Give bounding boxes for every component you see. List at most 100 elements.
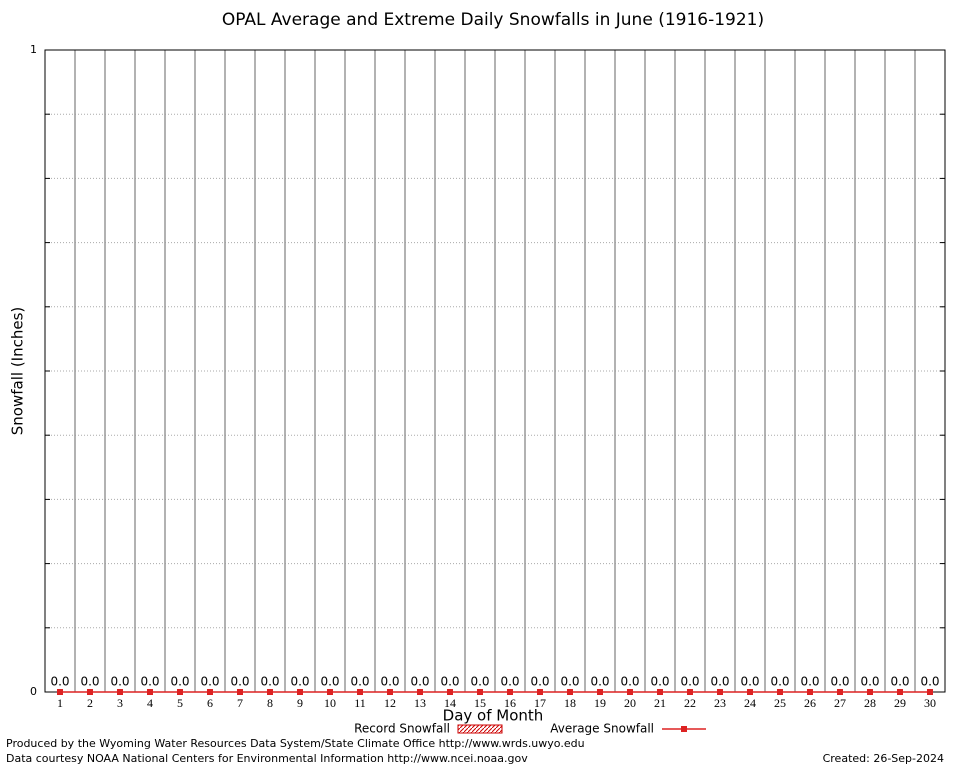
line-marker <box>297 689 303 695</box>
line-marker <box>657 689 663 695</box>
line-marker <box>537 689 543 695</box>
data-label: 0.0 <box>200 675 219 689</box>
x-tick-label: 18 <box>564 696 576 710</box>
x-tick-label: 24 <box>744 696 756 710</box>
x-tick-label: 27 <box>834 696 846 710</box>
data-label: 0.0 <box>110 675 129 689</box>
data-label: 0.0 <box>560 675 579 689</box>
data-label: 0.0 <box>50 675 69 689</box>
line-marker <box>87 689 93 695</box>
x-tick-label: 19 <box>594 696 606 710</box>
x-tick-label: 20 <box>624 696 636 710</box>
data-label: 0.0 <box>860 675 879 689</box>
legend-swatch <box>457 724 503 734</box>
data-label: 0.0 <box>890 675 909 689</box>
legend-label: Average Snowfall <box>550 722 654 736</box>
data-label: 0.0 <box>800 675 819 689</box>
footer-line: Produced by the Wyoming Water Resources … <box>6 737 585 750</box>
data-label: 0.0 <box>650 675 669 689</box>
y-tick-label: 1 <box>30 43 37 56</box>
x-tick-label: 2 <box>87 696 93 710</box>
data-label: 0.0 <box>920 675 939 689</box>
line-marker <box>687 689 693 695</box>
x-tick-label: 6 <box>207 696 213 710</box>
data-label: 0.0 <box>80 675 99 689</box>
x-tick-label: 4 <box>147 696 153 710</box>
data-label: 0.0 <box>410 675 429 689</box>
line-marker <box>357 689 363 695</box>
data-label: 0.0 <box>140 675 159 689</box>
legend-marker <box>681 726 687 732</box>
line-marker <box>117 689 123 695</box>
x-tick-label: 28 <box>864 696 876 710</box>
data-label: 0.0 <box>470 675 489 689</box>
line-marker <box>417 689 423 695</box>
line-marker <box>807 689 813 695</box>
line-marker <box>477 689 483 695</box>
data-label: 0.0 <box>500 675 519 689</box>
x-tick-label: 11 <box>354 696 366 710</box>
line-marker <box>747 689 753 695</box>
x-tick-label: 10 <box>324 696 336 710</box>
data-label: 0.0 <box>740 675 759 689</box>
line-marker <box>57 689 63 695</box>
data-label: 0.0 <box>710 675 729 689</box>
x-tick-label: 15 <box>474 696 486 710</box>
x-tick-label: 9 <box>297 696 303 710</box>
line-marker <box>507 689 513 695</box>
x-tick-label: 25 <box>774 696 786 710</box>
x-tick-label: 5 <box>177 696 183 710</box>
line-marker <box>837 689 843 695</box>
data-label: 0.0 <box>770 675 789 689</box>
data-label: 0.0 <box>530 675 549 689</box>
line-marker <box>927 689 933 695</box>
line-marker <box>147 689 153 695</box>
x-tick-label: 23 <box>714 696 726 710</box>
x-tick-label: 8 <box>267 696 273 710</box>
line-marker <box>567 689 573 695</box>
legend-label: Record Snowfall <box>354 722 450 736</box>
x-tick-label: 1 <box>57 696 63 710</box>
line-marker <box>777 689 783 695</box>
data-label: 0.0 <box>350 675 369 689</box>
data-label: 0.0 <box>590 675 609 689</box>
data-label: 0.0 <box>680 675 699 689</box>
line-marker <box>327 689 333 695</box>
x-tick-label: 26 <box>804 696 816 710</box>
line-marker <box>717 689 723 695</box>
y-axis-label: Snowfall (Inches) <box>9 307 27 435</box>
data-label: 0.0 <box>290 675 309 689</box>
x-tick-label: 12 <box>384 696 396 710</box>
chart-title: OPAL Average and Extreme Daily Snowfalls… <box>222 10 764 30</box>
x-tick-label: 21 <box>654 696 666 710</box>
x-axis-label: Day of Month <box>443 707 544 725</box>
x-tick-label: 3 <box>117 696 123 710</box>
data-label: 0.0 <box>260 675 279 689</box>
data-label: 0.0 <box>440 675 459 689</box>
line-marker <box>597 689 603 695</box>
data-label: 0.0 <box>380 675 399 689</box>
line-marker <box>867 689 873 695</box>
line-marker <box>897 689 903 695</box>
data-label: 0.0 <box>620 675 639 689</box>
line-marker <box>387 689 393 695</box>
line-marker <box>627 689 633 695</box>
x-tick-label: 17 <box>534 696 546 710</box>
x-tick-label: 16 <box>504 696 516 710</box>
line-marker <box>237 689 243 695</box>
line-marker <box>207 689 213 695</box>
y-tick-label: 0 <box>30 685 37 698</box>
data-label: 0.0 <box>830 675 849 689</box>
x-tick-label: 30 <box>924 696 936 710</box>
line-marker <box>177 689 183 695</box>
x-tick-label: 22 <box>684 696 696 710</box>
x-tick-label: 29 <box>894 696 906 710</box>
data-label: 0.0 <box>320 675 339 689</box>
x-tick-label: 14 <box>444 696 456 710</box>
x-tick-label: 13 <box>414 696 426 710</box>
data-label: 0.0 <box>170 675 189 689</box>
line-marker <box>267 689 273 695</box>
line-marker <box>447 689 453 695</box>
